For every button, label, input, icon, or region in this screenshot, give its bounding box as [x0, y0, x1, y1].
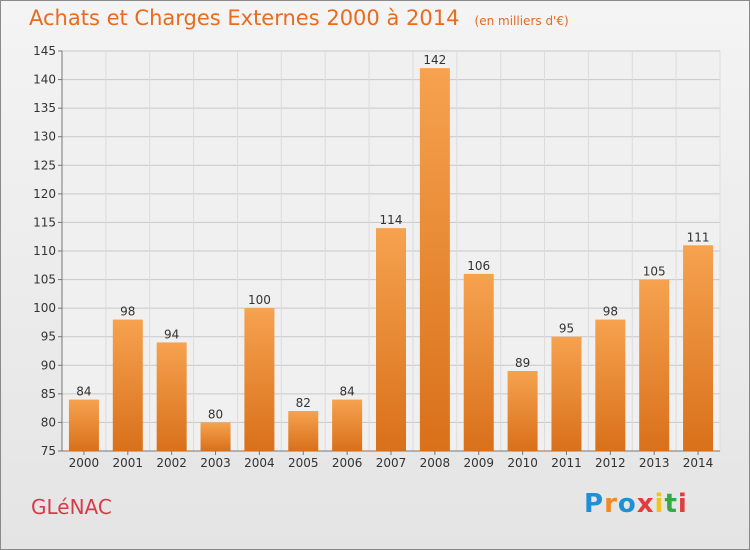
x-tick-label: 2003: [200, 456, 231, 470]
bar: [463, 273, 494, 451]
y-tick-label: 110: [33, 244, 56, 258]
brand-letter: o: [617, 489, 637, 519]
x-tick-label: 2008: [420, 456, 451, 470]
data-label: 114: [380, 213, 403, 227]
y-tick-label: 100: [33, 301, 56, 315]
data-label: 106: [467, 259, 490, 273]
data-label: 84: [339, 385, 354, 399]
x-tick-label: 2011: [551, 456, 582, 470]
bar: [419, 68, 450, 452]
data-label: 111: [687, 230, 710, 244]
chart-heading: Achats et Charges Externes 2000 à 2014 (…: [29, 6, 569, 30]
data-label: 89: [515, 356, 530, 370]
x-tick-label: 2013: [639, 456, 670, 470]
data-label: 94: [164, 327, 179, 341]
bar: [112, 319, 143, 451]
x-tick-label: 2010: [507, 456, 538, 470]
x-tick-label: 2007: [376, 456, 407, 470]
y-tick-label: 90: [41, 358, 56, 372]
y-tick-label: 120: [33, 187, 56, 201]
commune-name: GLéNAC: [31, 495, 112, 519]
y-tick-label: 135: [33, 101, 56, 115]
bar: [244, 308, 275, 451]
brand-letter: i: [654, 489, 665, 519]
y-tick-label: 105: [33, 273, 56, 287]
x-tick-label: 2012: [595, 456, 626, 470]
data-label: 80: [208, 407, 223, 421]
brand-letter: t: [664, 489, 678, 519]
data-label: 82: [296, 396, 311, 410]
x-tick-label: 2004: [244, 456, 275, 470]
data-label: 142: [423, 53, 446, 67]
data-label: 95: [559, 322, 574, 336]
y-tick-label: 145: [33, 44, 56, 58]
data-label: 84: [76, 385, 91, 399]
y-tick-label: 140: [33, 73, 56, 87]
bar: [683, 245, 714, 451]
brand-letter: x: [636, 489, 655, 519]
y-tick-label: 80: [41, 415, 56, 429]
bar: [288, 411, 319, 451]
bar: [332, 399, 363, 451]
brand-letter: i: [677, 489, 688, 519]
y-tick-label: 115: [33, 215, 56, 229]
bar: [376, 228, 406, 451]
x-tick-label: 2014: [683, 456, 714, 470]
y-tick-label: 85: [41, 387, 56, 401]
y-tick-label: 125: [33, 158, 56, 172]
bar: [639, 279, 670, 451]
x-tick-label: 2006: [332, 456, 363, 470]
bar: [507, 371, 538, 451]
bar: [156, 342, 187, 451]
bar: [200, 422, 231, 451]
x-tick-label: 2001: [113, 456, 144, 470]
data-label: 98: [603, 305, 618, 319]
brand-letter: r: [604, 489, 618, 519]
data-label: 100: [248, 293, 271, 307]
proxiti-logo: Proxiti: [584, 489, 688, 519]
brand-letter: P: [584, 489, 605, 519]
data-label: 105: [643, 265, 666, 279]
x-tick-label: 2000: [69, 456, 100, 470]
bar: [595, 319, 626, 451]
chart-title: Achats et Charges Externes 2000 à 2014: [29, 6, 460, 30]
x-tick-label: 2009: [463, 456, 494, 470]
chart-subtitle: (en milliers d'€): [474, 14, 569, 28]
bar: [68, 399, 99, 451]
y-tick-label: 130: [33, 130, 56, 144]
data-label: 98: [120, 305, 135, 319]
x-tick-label: 2005: [288, 456, 319, 470]
bar: [551, 336, 582, 451]
x-tick-label: 2002: [156, 456, 187, 470]
y-tick-label: 75: [41, 444, 56, 458]
y-tick-label: 95: [41, 330, 56, 344]
